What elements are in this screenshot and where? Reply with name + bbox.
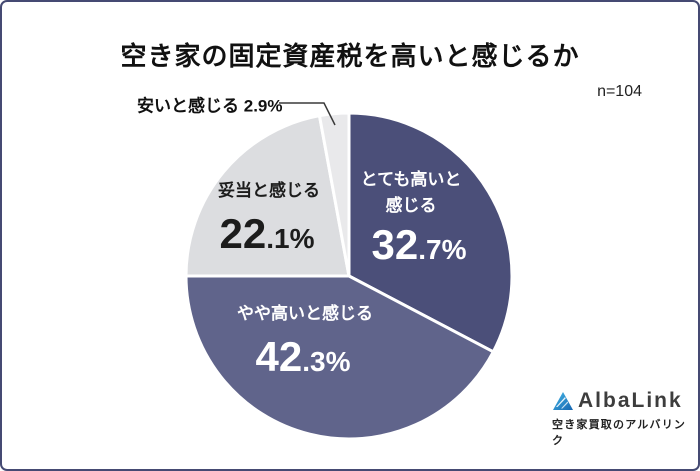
pie-slice: [347, 111, 514, 354]
slice-callout-cheap: 安いと感じる 2.9%: [137, 92, 282, 117]
slice-value-appropriate: 22.1%: [220, 213, 315, 255]
slice-value-appropriate-main: 22: [219, 210, 267, 257]
slice-callout-cheap-value: 2.9%: [243, 96, 283, 116]
pie-slice: [184, 274, 495, 441]
albalink-logo-row: AlbaLink: [552, 389, 683, 413]
albalink-triangle-icon: [553, 392, 573, 410]
slice-label-very-high-line1: とても高いと: [360, 170, 462, 189]
slice-value-very-high-rest: .7%: [418, 234, 467, 265]
slice-label-very-high-line2: 感じる: [385, 196, 437, 215]
callout-leader-line: [279, 102, 336, 126]
sample-size-label: n=104: [597, 83, 642, 100]
slice-label-very-high: とても高いと 感じる: [361, 167, 462, 219]
slice-value-very-high: 32.7%: [372, 224, 467, 266]
slice-value-appropriate-rest: .1%: [266, 223, 315, 254]
albalink-logo: AlbaLink 空き家買取のアルバリンク: [552, 389, 698, 448]
pie-slice: [184, 114, 351, 278]
slice-label-somewhat-high: やや高いと感じる: [237, 304, 373, 323]
pie-slice: [317, 111, 351, 278]
slice-callout-cheap-label: 安いと感じる: [137, 96, 239, 116]
logo-text: AlbaLink: [578, 389, 683, 412]
slice-value-somewhat-high: 42.3%: [256, 336, 351, 378]
slice-label-appropriate: 妥当と感じる: [218, 181, 320, 200]
slice-value-somewhat-high-main: 42: [255, 333, 303, 380]
slice-value-very-high-main: 32: [371, 221, 419, 268]
logo-tagline: 空き家買取のアルバリンク: [552, 419, 687, 447]
pie-slices: [184, 111, 514, 441]
slice-value-somewhat-high-rest: .3%: [302, 346, 351, 377]
chart-title: 空き家の固定資産税を高いと感じるか: [120, 41, 580, 71]
